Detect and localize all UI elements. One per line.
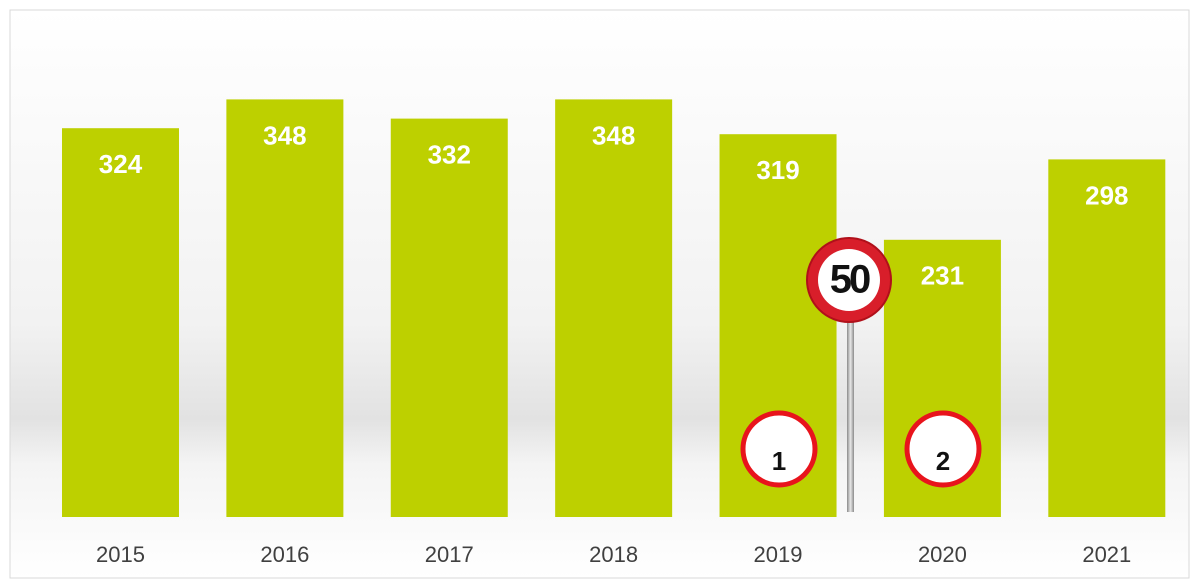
bar xyxy=(1048,159,1166,517)
data-label: 324 xyxy=(99,149,143,179)
data-label: 319 xyxy=(756,155,799,185)
data-label: 348 xyxy=(263,120,306,150)
bar xyxy=(555,99,673,518)
data-label: 332 xyxy=(428,139,471,169)
data-label: 298 xyxy=(1085,180,1128,210)
x-tick-label: 2020 xyxy=(918,542,967,567)
data-label: 231 xyxy=(921,261,964,291)
x-tick-label: 2021 xyxy=(1082,542,1131,567)
bar xyxy=(61,128,179,517)
marker-text: 2 xyxy=(936,446,950,476)
sign-face xyxy=(818,249,880,311)
marker-circle xyxy=(904,410,982,488)
marker-text: 1 xyxy=(772,446,786,476)
bar xyxy=(390,118,508,517)
sign-pole xyxy=(847,300,854,512)
marker-circle xyxy=(740,410,818,488)
x-tick-label: 2016 xyxy=(260,542,309,567)
sign-text: 50 xyxy=(830,258,870,302)
x-tick-label: 2015 xyxy=(96,542,145,567)
bar xyxy=(226,99,344,518)
data-label: 348 xyxy=(592,120,635,150)
x-tick-label: 2019 xyxy=(754,542,803,567)
x-tick-label: 2017 xyxy=(425,542,474,567)
x-tick-label: 2018 xyxy=(589,542,638,567)
